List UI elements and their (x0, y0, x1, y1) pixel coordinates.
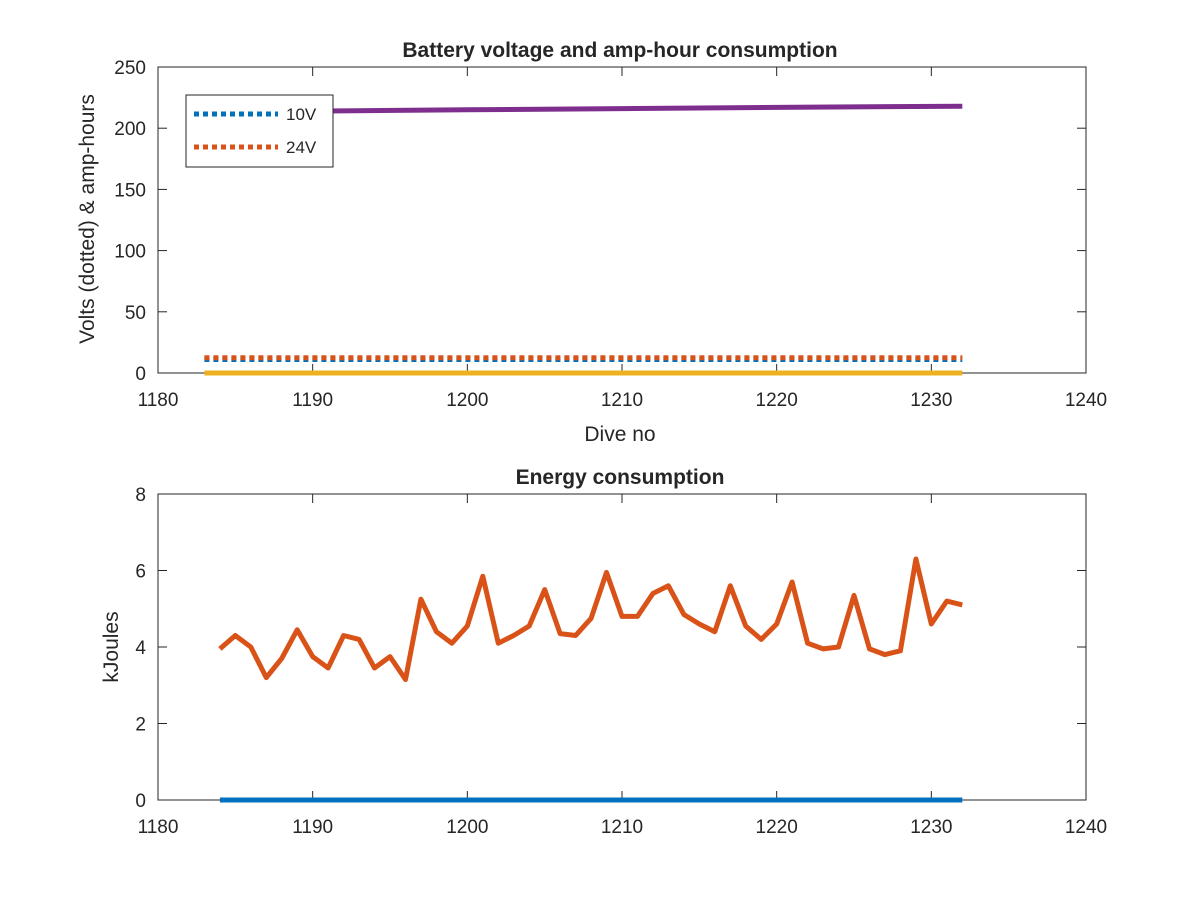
y-axis-label: kJoules (100, 611, 123, 682)
x-tick-label: 1190 (292, 390, 333, 411)
chart-title: Energy consumption (516, 466, 725, 489)
legend-label: 24V (286, 138, 317, 157)
y-tick-label: 100 (114, 242, 146, 263)
y-tick-label: 0 (135, 791, 146, 812)
y-tick-label: 200 (114, 119, 146, 140)
x-tick-label: 1180 (138, 817, 179, 838)
plot-area-frame (157, 493, 1087, 801)
x-tick-label: 1240 (1065, 817, 1107, 838)
legend-box (185, 94, 334, 168)
battery-axes: Battery voltage and amp-hour consumption… (76, 39, 1107, 446)
y-tick-label: 50 (125, 303, 146, 324)
y-axis-label: Volts (dotted) & amp-hours (76, 94, 99, 344)
x-tick-label: 1210 (601, 390, 643, 411)
x-tick-label: 1190 (292, 817, 333, 838)
x-tick-label: 1220 (756, 390, 798, 411)
x-tick-label: 1240 (1065, 390, 1107, 411)
x-tick-label: 1230 (910, 817, 952, 838)
x-tick-label: 1180 (138, 390, 179, 411)
legend-label: 10V (286, 105, 317, 124)
x-tick-label: 1200 (446, 817, 488, 838)
y-tick-label: 250 (114, 58, 146, 79)
y-tick-label: 6 (135, 562, 146, 583)
x-tick-label: 1200 (446, 390, 488, 411)
y-tick-label: 0 (135, 364, 146, 385)
legend: 10V 24V (185, 94, 334, 168)
energy-axes: Energy consumption kJoules 1180 1190 1200 1… (100, 466, 1107, 838)
chart-title: Battery voltage and amp-hour consumption (402, 39, 837, 62)
x-tick-label: 1210 (601, 817, 643, 838)
y-tick-label: 150 (114, 180, 146, 201)
x-tick-label: 1220 (756, 817, 798, 838)
y-tick-label: 8 (135, 485, 146, 506)
x-axis-label: Dive no (584, 423, 655, 446)
x-tick-label: 1230 (910, 390, 952, 411)
series-line-series-1 (218, 556, 963, 682)
y-tick-label: 2 (135, 715, 146, 736)
y-tick-label: 4 (135, 638, 146, 659)
